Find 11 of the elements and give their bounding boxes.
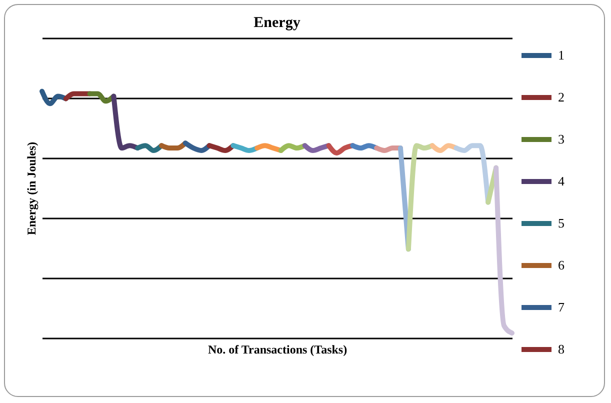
chart-title: Energy [254,15,301,31]
legend-label: 3 [558,132,564,146]
legend-label: 2 [558,90,564,104]
y-axis-title: Energy (in Joules) [24,142,38,236]
x-axis-title: No. of Transactions (Tasks) [208,342,348,356]
legend-label: 1 [558,48,564,62]
legend-label: 7 [558,300,565,314]
legend-label: 5 [558,216,564,230]
legend-label: 8 [558,342,564,356]
legend-label: 6 [558,258,565,272]
legend-label: 4 [558,174,565,188]
